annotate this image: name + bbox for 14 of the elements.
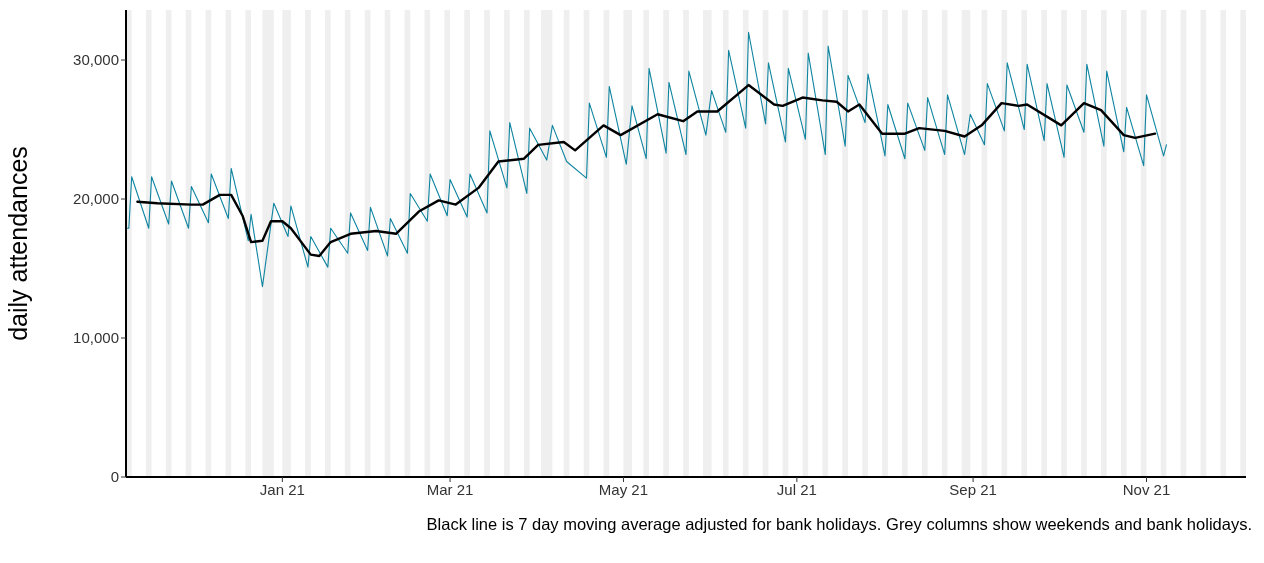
- y-tick-label: 10,000: [73, 329, 119, 347]
- x-tick-label: Jul 21: [776, 480, 817, 498]
- x-tick-label: Jan 21: [259, 480, 305, 498]
- line-series: [136, 83, 1157, 258]
- x-tick-label: Sep 21: [949, 480, 997, 498]
- y-tick-label: 20,000: [73, 190, 119, 208]
- y-tick-label: 30,000: [73, 51, 119, 69]
- line-series: [126, 31, 1167, 288]
- x-tick-label: Mar 21: [426, 480, 474, 498]
- text: Black line is 7 day moving average adjusted for bank holidays. Grey columns show weekends and bank holidays.: [425, 515, 1253, 534]
- y-tick-label: 0: [110, 468, 119, 486]
- y-axis-title: daily attendances: [3, 146, 32, 341]
- x-tick-label: Nov 21: [1122, 480, 1171, 498]
- x-tick-label: May 21: [598, 480, 649, 498]
